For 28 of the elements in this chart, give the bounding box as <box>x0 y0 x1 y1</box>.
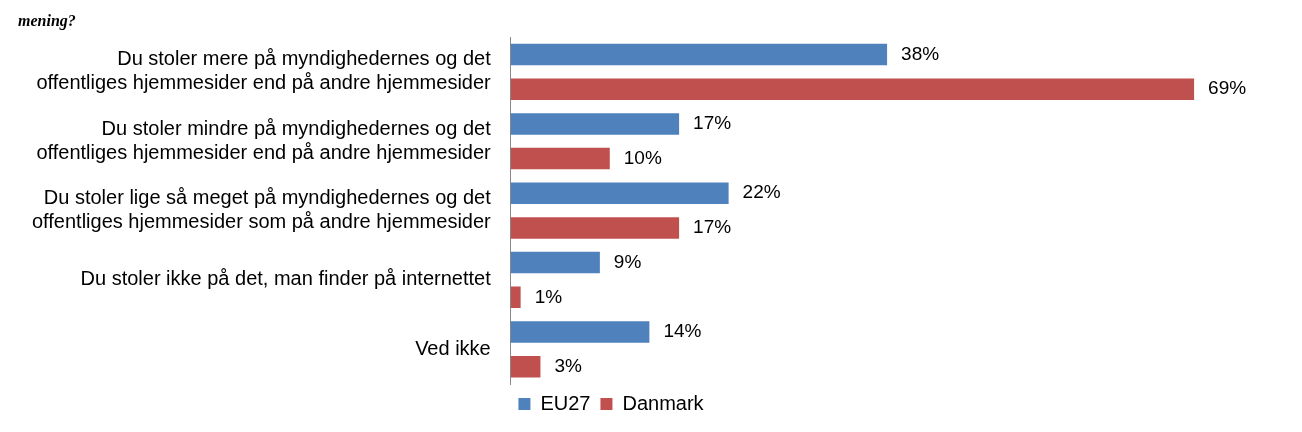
bar <box>510 113 680 135</box>
y-tick-label: Ved ikke <box>415 336 491 359</box>
data-label: 14% <box>663 320 702 342</box>
y-tick-label: Du stoler mere på myndighedernes og det offentliges hjemmesider end på andre hjemmesider <box>36 47 492 94</box>
bar <box>510 251 600 274</box>
bar <box>510 182 729 205</box>
data-label: 3% <box>554 354 583 376</box>
y-tick-label: Du stoler ikke på det, man finder på internettet <box>80 267 492 290</box>
y-tick-label: Du stoler mindre på myndighedernes og det offentliges hjemmesider end på andre hjemmesider <box>36 116 492 163</box>
legend-label: Danmark <box>622 391 705 414</box>
data-label: 1% <box>534 285 563 307</box>
bar <box>510 355 541 378</box>
bar <box>510 78 1195 100</box>
text: mening? <box>18 11 76 30</box>
bar <box>510 147 610 170</box>
y-tick-label: Du stoler lige så meget på myndighedernes og det offentliges hjemmesider som på andre hjemmesider <box>31 186 492 233</box>
data-label: 22% <box>742 181 781 203</box>
data-label: 69% <box>1208 77 1247 99</box>
legend-label: EU27 <box>540 391 591 414</box>
data-label: 10% <box>623 146 662 168</box>
bar <box>510 321 650 343</box>
bar <box>510 43 888 66</box>
data-label: 17% <box>693 216 732 238</box>
bar <box>510 217 680 239</box>
data-label: 17% <box>693 112 732 134</box>
data-label: 38% <box>901 42 940 64</box>
bar <box>510 286 521 309</box>
data-label: 9% <box>613 250 642 272</box>
